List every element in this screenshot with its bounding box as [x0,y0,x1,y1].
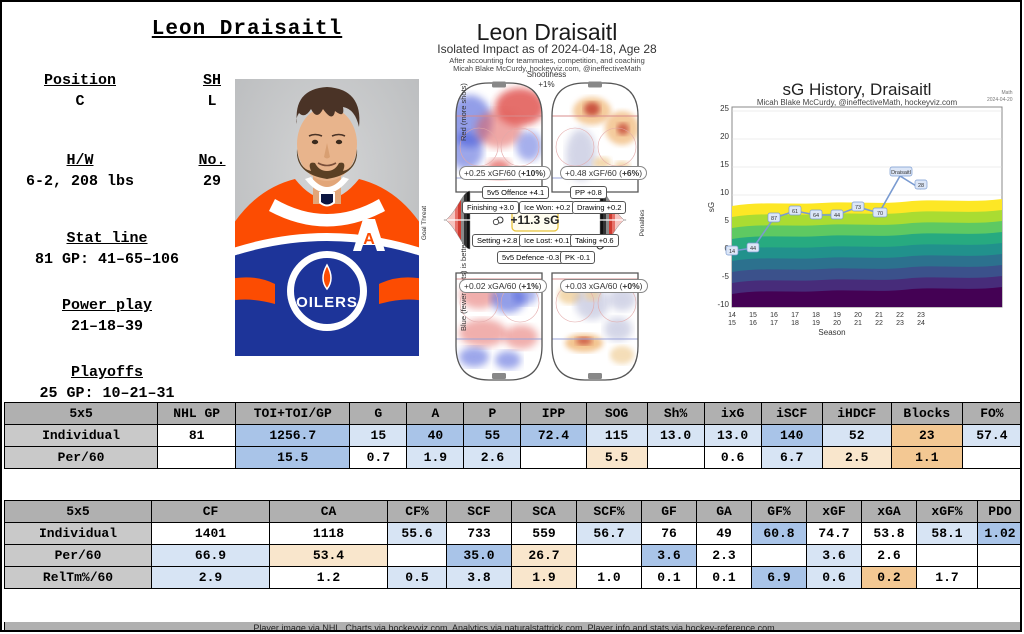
svg-text:44: 44 [834,213,840,219]
svg-text:Penalties: Penalties [639,209,646,236]
svg-text:15: 15 [720,160,729,169]
svg-text:18: 18 [812,312,820,319]
svg-text:Season: Season [818,328,845,337]
svg-text:25: 25 [720,104,729,113]
svg-text:64: 64 [813,213,819,219]
svg-text:Draisaitl: Draisaitl [891,170,911,176]
svg-text:61: 61 [792,209,798,215]
svg-text:21: 21 [875,312,883,319]
svg-text:20: 20 [854,312,862,319]
svg-text:23: 23 [917,312,925,319]
svg-text:22: 22 [896,312,904,319]
svg-text:-5: -5 [722,272,730,281]
svg-text:15: 15 [749,312,757,319]
svg-text:Red (more shots) is better: Red (more shots) is better [459,81,468,141]
svg-text:+11.3 sG: +11.3 sG [510,213,559,227]
svg-text:-10: -10 [717,300,729,309]
svg-text:OILERS: OILERS [296,294,358,311]
svg-text:73: 73 [855,205,861,211]
svg-text:14: 14 [729,249,735,255]
svg-text:14: 14 [728,312,736,319]
svg-text:24: 24 [917,320,925,327]
svg-text:22: 22 [875,320,883,327]
svg-text:20: 20 [720,132,729,141]
svg-text:19: 19 [812,320,820,327]
svg-text:17: 17 [791,312,799,319]
svg-text:70: 70 [877,211,883,217]
svg-text:44: 44 [750,246,756,252]
svg-text:A: A [363,231,375,248]
svg-text:sG: sG [707,202,716,212]
svg-text:20: 20 [833,320,841,327]
svg-text:Goal Threat: Goal Threat [421,206,428,240]
svg-text:15: 15 [728,320,736,327]
svg-text:23: 23 [896,320,904,327]
svg-text:18: 18 [791,320,799,327]
svg-text:21: 21 [854,320,862,327]
svg-text:17: 17 [770,320,778,327]
svg-text:16: 16 [770,312,778,319]
svg-text:16: 16 [749,320,757,327]
svg-text:19: 19 [833,312,841,319]
svg-text:87: 87 [771,216,777,222]
svg-text:28: 28 [918,183,924,189]
svg-text:5: 5 [725,216,730,225]
svg-text:10: 10 [720,188,729,197]
